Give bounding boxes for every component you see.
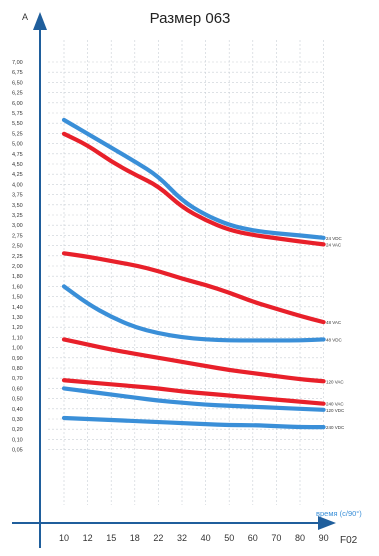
- series-line-4: [61, 337, 326, 384]
- x-tick-label: 40: [201, 533, 211, 543]
- y-tick-label: 7,00: [12, 60, 23, 66]
- y-tick-label: 2,75: [12, 233, 23, 239]
- y-tick-label: 1,10: [12, 335, 23, 341]
- y-tick-label: 6,00: [12, 101, 23, 107]
- y-tick-label: 0,30: [12, 417, 23, 423]
- y-tick-label: 6,25: [12, 91, 23, 97]
- y-tick-label: 0,10: [12, 437, 23, 443]
- y-tick-label: 4,75: [12, 152, 23, 158]
- y-tick-label: 2,00: [12, 264, 23, 270]
- y-tick-label: 4,50: [12, 162, 23, 168]
- x-tick-label: 15: [106, 533, 116, 543]
- y-tick-label: 1,00: [12, 346, 23, 352]
- series-label: 24 VDC: [326, 236, 343, 241]
- x-tick-label: 50: [224, 533, 234, 543]
- series-line-3: [61, 284, 326, 343]
- y-tick-label: 5,00: [12, 142, 23, 148]
- y-tick-label: 1,30: [12, 315, 23, 321]
- series-label: 240 VAC: [326, 402, 344, 407]
- x-tick-label: 32: [177, 533, 187, 543]
- x-tick-label: 70: [271, 533, 281, 543]
- y-tick-label: 0,80: [12, 366, 23, 372]
- y-tick-label: 2,50: [12, 244, 23, 250]
- series-line-6: [61, 386, 326, 412]
- y-tick-label: 0,70: [12, 376, 23, 382]
- y-tick-label: 2,25: [12, 254, 23, 260]
- y-tick-label: 6,75: [12, 70, 23, 76]
- y-tick-label: 3,75: [12, 193, 23, 199]
- y-tick-label: 5,25: [12, 131, 23, 137]
- x-tick-label: 12: [83, 533, 93, 543]
- x-axis-note: время (с/90°): [316, 509, 362, 518]
- y-tick-label: 0,60: [12, 386, 23, 392]
- y-tick-label: 3,50: [12, 203, 23, 209]
- series-label: 240 VDC: [326, 425, 345, 430]
- y-tick-label: 4,00: [12, 182, 23, 188]
- x-tick-label: 90: [319, 533, 329, 543]
- y-tick-label: 3,00: [12, 223, 23, 229]
- y-tick-label: 1,50: [12, 295, 23, 301]
- y-tick-label: 0,20: [12, 427, 23, 433]
- x-axis-arrow: [318, 516, 336, 530]
- y-tick-label: 3,25: [12, 213, 23, 219]
- series-label: 24 VAC: [326, 242, 342, 247]
- y-tick-label: 0,05: [12, 448, 23, 454]
- x-axis-label: F02: [340, 535, 358, 546]
- series-label: 120 VDC: [326, 408, 345, 413]
- series-line-7: [61, 415, 326, 430]
- x-tick-label: 22: [153, 533, 163, 543]
- y-tick-label: 4,25: [12, 172, 23, 178]
- y-tick-label: 1,80: [12, 274, 23, 280]
- series-line-0: [61, 117, 326, 240]
- x-tick-label: 18: [130, 533, 140, 543]
- x-tick-label: 80: [295, 533, 305, 543]
- x-tick-label: 10: [59, 533, 69, 543]
- series-label: 48 VAC: [326, 320, 342, 325]
- series-line-5: [61, 378, 326, 406]
- series-line-1: [61, 131, 326, 247]
- series-line-2: [61, 251, 326, 325]
- y-tick-label: 5,75: [12, 111, 23, 117]
- series-label: 48 VDC: [326, 337, 343, 342]
- chart-title: Размер 063: [149, 10, 231, 27]
- y-tick-label: 1,40: [12, 305, 23, 311]
- y-tick-label: 1,60: [12, 284, 23, 290]
- y-tick-label: 5,50: [12, 121, 23, 127]
- y-tick-label: 1,20: [12, 325, 23, 331]
- y-axis-arrow: [33, 12, 47, 30]
- y-tick-label: 0,40: [12, 407, 23, 413]
- series-label: 120 VAC: [326, 379, 344, 384]
- y-axis-label: A: [22, 12, 28, 22]
- x-tick-label: 60: [248, 533, 258, 543]
- y-tick-label: 0,50: [12, 397, 23, 403]
- y-tick-label: 0,90: [12, 356, 23, 362]
- y-tick-label: 6,50: [12, 80, 23, 86]
